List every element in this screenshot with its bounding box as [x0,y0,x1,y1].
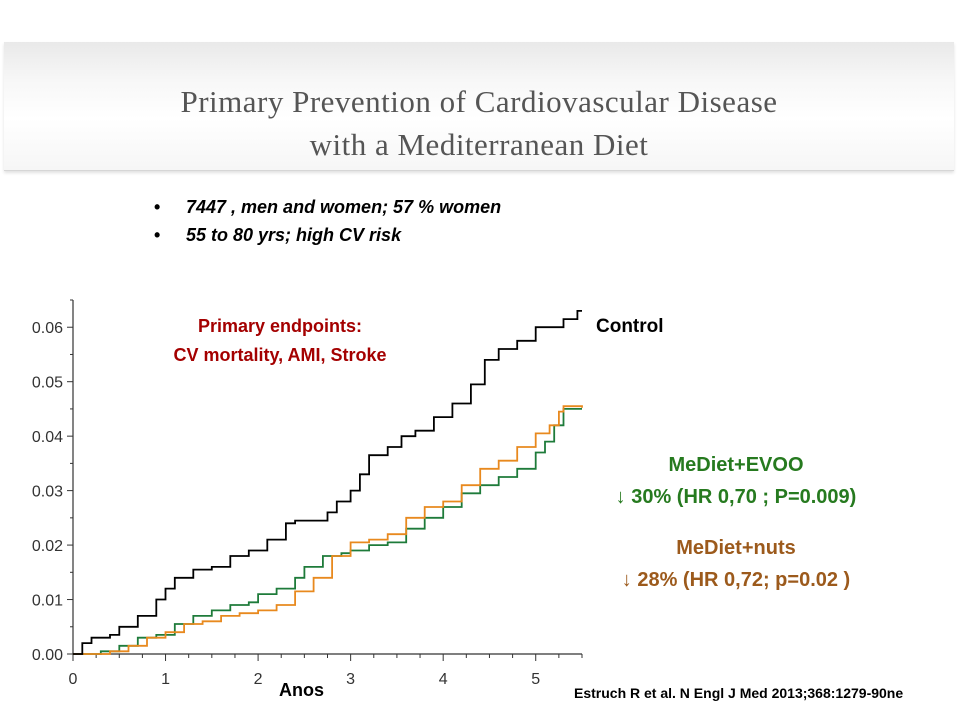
y-tick-label: 0.05 [32,375,63,392]
y-tick-label: 0.01 [32,593,63,610]
bullet-item: 55 to 80 yrs; high CV risk [152,221,501,249]
series-label-control: Control [596,316,664,337]
title-line-1: Primary Prevention of Cardiovascular Dis… [180,84,778,119]
y-tick-label: 0.00 [32,647,63,664]
y-tick-label: 0.03 [32,484,63,501]
x-tick-label: 1 [161,671,170,688]
x-tick-label: 3 [346,671,355,688]
title-line-2: with a Mediterranean Diet [309,127,649,162]
y-tick-label: 0.06 [32,320,63,337]
bullet-item: 7447 , men and women; 57 % women [152,193,501,221]
series-line-control [73,310,582,655]
chart-series [73,310,583,655]
x-tick-label: 0 [69,671,78,688]
x-tick-label: 2 [254,671,263,688]
nuts-label: MeDiet+nuts [676,537,796,559]
citation: Estruch R et al. N Engl J Med 2013;368:1… [574,685,904,701]
endpoints-title: Primary endpoints: [197,316,363,336]
title-banner: Primary Prevention of Cardiovascular Dis… [4,42,954,171]
slide-title: Primary Prevention of Cardiovascular Dis… [4,80,954,166]
y-tick-label: 0.02 [32,538,63,555]
series-line-mediet-nuts [73,405,583,655]
chart-axes: 0.00 0.01 0.02 0.03 0.04 0.05 0.06 0 1 2 3 4 5 [32,299,583,688]
evoo-stat: ↓ 30% (HR 0,70 ; P=0.009) [615,486,857,508]
x-tick-label: 4 [439,671,448,688]
evoo-label: MeDiet+EVOO [668,454,804,476]
x-axis-label: Anos [279,680,324,700]
y-tick-label: 0.04 [32,429,63,446]
x-tick-label: 5 [531,671,540,688]
nuts-stat: ↓ 28% (HR 0,72; p=0.02 ) [621,569,851,591]
study-bullets: 7447 , men and women; 57 % women 55 to 8… [152,193,501,249]
endpoints-detail: CV mortality, AMI, Stroke [173,345,387,365]
series-line-mediet-evoo [73,408,582,655]
